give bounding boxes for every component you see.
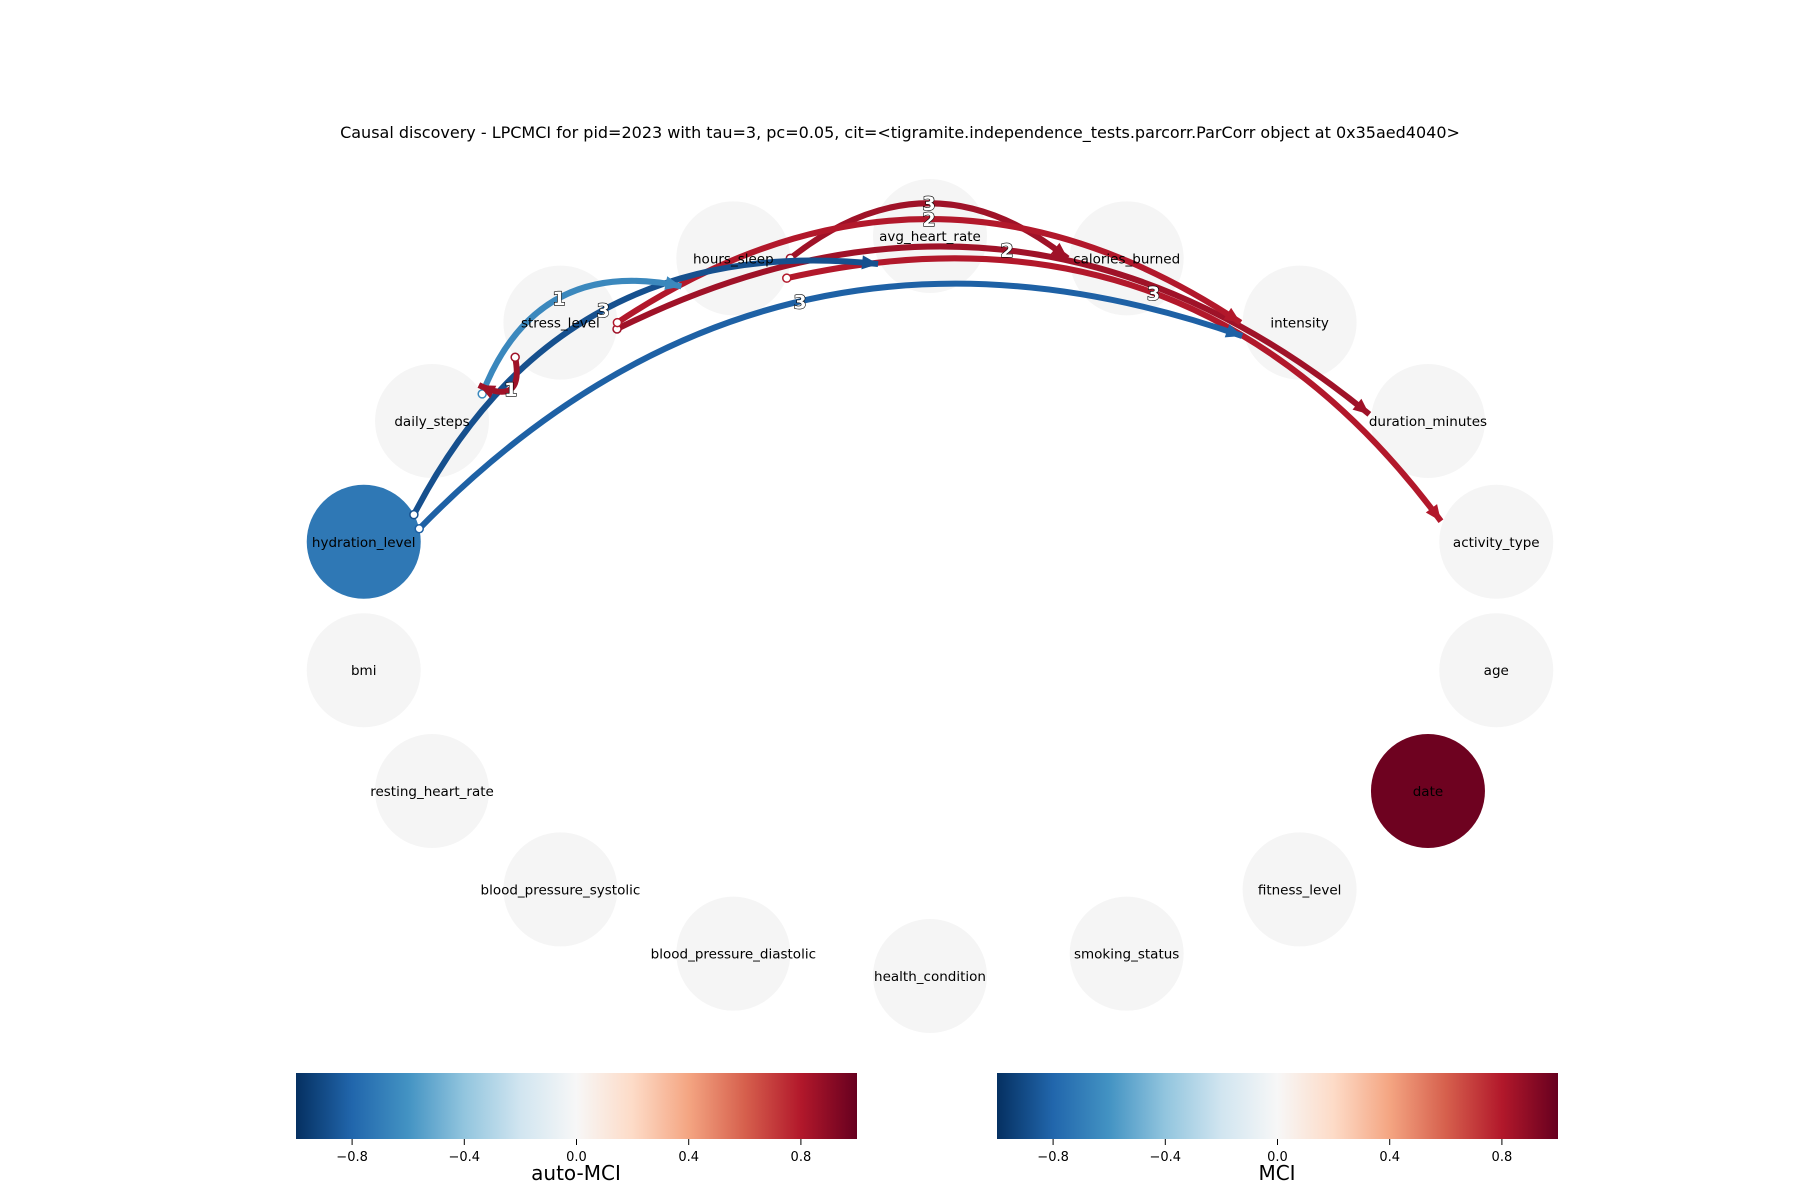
colorbar-tick-label: −0.4 (449, 1150, 481, 1165)
edge-hours-sleep-to-activity-type-lag-label: 3 (1147, 283, 1160, 305)
node-activity-type (1439, 484, 1554, 599)
node-health-condition (873, 919, 987, 1033)
colorbar-tick-label: 0.4 (1379, 1150, 1400, 1165)
node-label-bmi: bmi (351, 663, 376, 679)
node-duration-minutes (1370, 364, 1485, 478)
colorbar-tick-label: 0.4 (678, 1150, 699, 1165)
node-labels-layer: calories_burned intensity duration_minutes… (312, 229, 1540, 985)
edge-stress-level-to-intensity-tail-mark (612, 317, 623, 328)
auto-mci-colorbar-gradient (296, 1073, 857, 1139)
colorbar-tick-label: 0.8 (791, 1150, 812, 1165)
edge-daily-steps-to-hours-sleep-tail-mark (477, 389, 487, 399)
node-label-age: age (1484, 663, 1509, 679)
edge-hours-sleep-to-activity-type-arrowhead (1425, 504, 1441, 522)
edge-stress-level-to-daily-steps-tail-mark (510, 352, 520, 362)
node-age (1439, 613, 1554, 728)
mci-colorbar: −0.8 −0.4 0.0 0.4 0.8 MCI (997, 1073, 1558, 1185)
mci-colorbar-gradient (997, 1073, 1558, 1139)
edge-hydration-level-to-avg-heart-rate-lag-label: 3 (597, 300, 610, 322)
edges-layer (409, 200, 1444, 534)
edge-hours-sleep-to-calories-burned-arrowhead (1050, 242, 1068, 259)
edge-hours-sleep-to-activity-type (786, 255, 1444, 523)
node-date (1370, 734, 1485, 848)
colorbar-tick-label: 0.0 (566, 1150, 587, 1165)
mci-colorbar-label: MCI (1258, 1161, 1295, 1185)
node-label-hours-sleep: hours_sleep (693, 251, 774, 267)
node-bmi (306, 613, 421, 728)
colorbar-tick-label: −0.4 (1150, 1150, 1182, 1165)
node-label-activity-type: activity_type (1453, 535, 1540, 551)
edge-hydration-level-to-intensity (417, 280, 1244, 531)
edge-hydration-level-to-avg-heart-rate-arrowhead (861, 255, 879, 270)
edge-hydration-level-to-avg-heart-rate-tail-mark (409, 509, 419, 520)
edge-hours-sleep-to-calories-burned-lag-label: 3 (922, 193, 935, 215)
node-label-blood-pressure-systolic: blood_pressure_systolic (481, 882, 641, 898)
node-label-date: date (1413, 784, 1443, 800)
node-label-fitness-level: fitness_level (1258, 882, 1342, 898)
edge-stress-level-to-daily-steps-lag-label: 1 (504, 379, 517, 401)
node-label-stress-level: stress_level (521, 316, 600, 332)
edge-hydration-level-to-intensity-tail-mark (414, 524, 424, 534)
colorbar-tick-label: −0.8 (336, 1150, 368, 1165)
node-resting-heart-rate (375, 734, 490, 848)
edge-hydration-level-to-intensity-arrowhead (1224, 324, 1243, 338)
auto-mci-colorbar-ticks: −0.8 −0.4 0.0 0.4 0.8 (336, 1139, 811, 1165)
edge-hydration-level-to-intensity-lag-label: 3 (793, 291, 806, 313)
edge-stress-level-to-intensity-arrowhead (1223, 307, 1241, 323)
auto-mci-colorbar: −0.8 −0.4 0.0 0.4 0.8 auto-MCI (296, 1073, 857, 1185)
colorbar-tick-label: −0.8 (1037, 1150, 1069, 1165)
edge-daily-steps-to-hours-sleep (479, 277, 683, 396)
auto-mci-colorbar-label: auto-MCI (531, 1161, 621, 1185)
node-label-duration-minutes: duration_minutes (1369, 414, 1487, 430)
edge-stress-level-to-duration-minutes-arrowhead (1352, 398, 1370, 415)
edge-hours-sleep-to-activity-type-tail-mark (782, 273, 792, 283)
node-label-calories-burned: calories_burned (1073, 251, 1180, 267)
node-stress-level (503, 265, 618, 380)
graph-title: Causal discovery - LPCMCI for pid=2023 w… (340, 123, 1460, 143)
colorbar-tick-label: 0.8 (1492, 1150, 1513, 1165)
node-label-daily-steps: daily_steps (394, 414, 469, 430)
node-smoking-status (1069, 896, 1184, 1011)
node-label-avg-heart-rate: avg_heart_rate (879, 229, 981, 245)
edge-daily-steps-to-hours-sleep-lag-label: 1 (552, 288, 565, 310)
node-daily-steps (375, 364, 490, 478)
edge-stress-level-to-duration-minutes-lag-label: 2 (1000, 240, 1013, 262)
node-blood-pressure-diastolic (676, 896, 791, 1011)
node-hydration-level (306, 484, 421, 599)
nodes-layer (306, 179, 1554, 1033)
edge-stress-level-to-intensity-lag-label: 2 (922, 209, 935, 231)
node-label-resting-heart-rate: resting_heart_rate (370, 784, 494, 800)
edge-stress-level-to-duration-minutes (615, 243, 1372, 417)
mci-colorbar-ticks: −0.8 −0.4 0.0 0.4 0.8 (1037, 1139, 1512, 1165)
colorbar-tick-label: 0.0 (1267, 1150, 1288, 1165)
node-label-health-condition: health_condition (874, 969, 986, 985)
edge-daily-steps-to-hours-sleep-arrowhead (664, 276, 682, 290)
node-label-blood-pressure-diastolic: blood_pressure_diastolic (651, 947, 816, 963)
node-label-smoking-status: smoking_status (1074, 947, 1179, 963)
edge-stress-level-to-daily-steps-arrowhead (478, 385, 497, 399)
node-label-hydration-level: hydration_level (312, 535, 416, 551)
edge-hydration-level-to-avg-heart-rate (411, 257, 879, 517)
node-label-intensity: intensity (1270, 316, 1329, 332)
node-blood-pressure-systolic (503, 832, 618, 947)
node-fitness-level (1242, 832, 1357, 947)
